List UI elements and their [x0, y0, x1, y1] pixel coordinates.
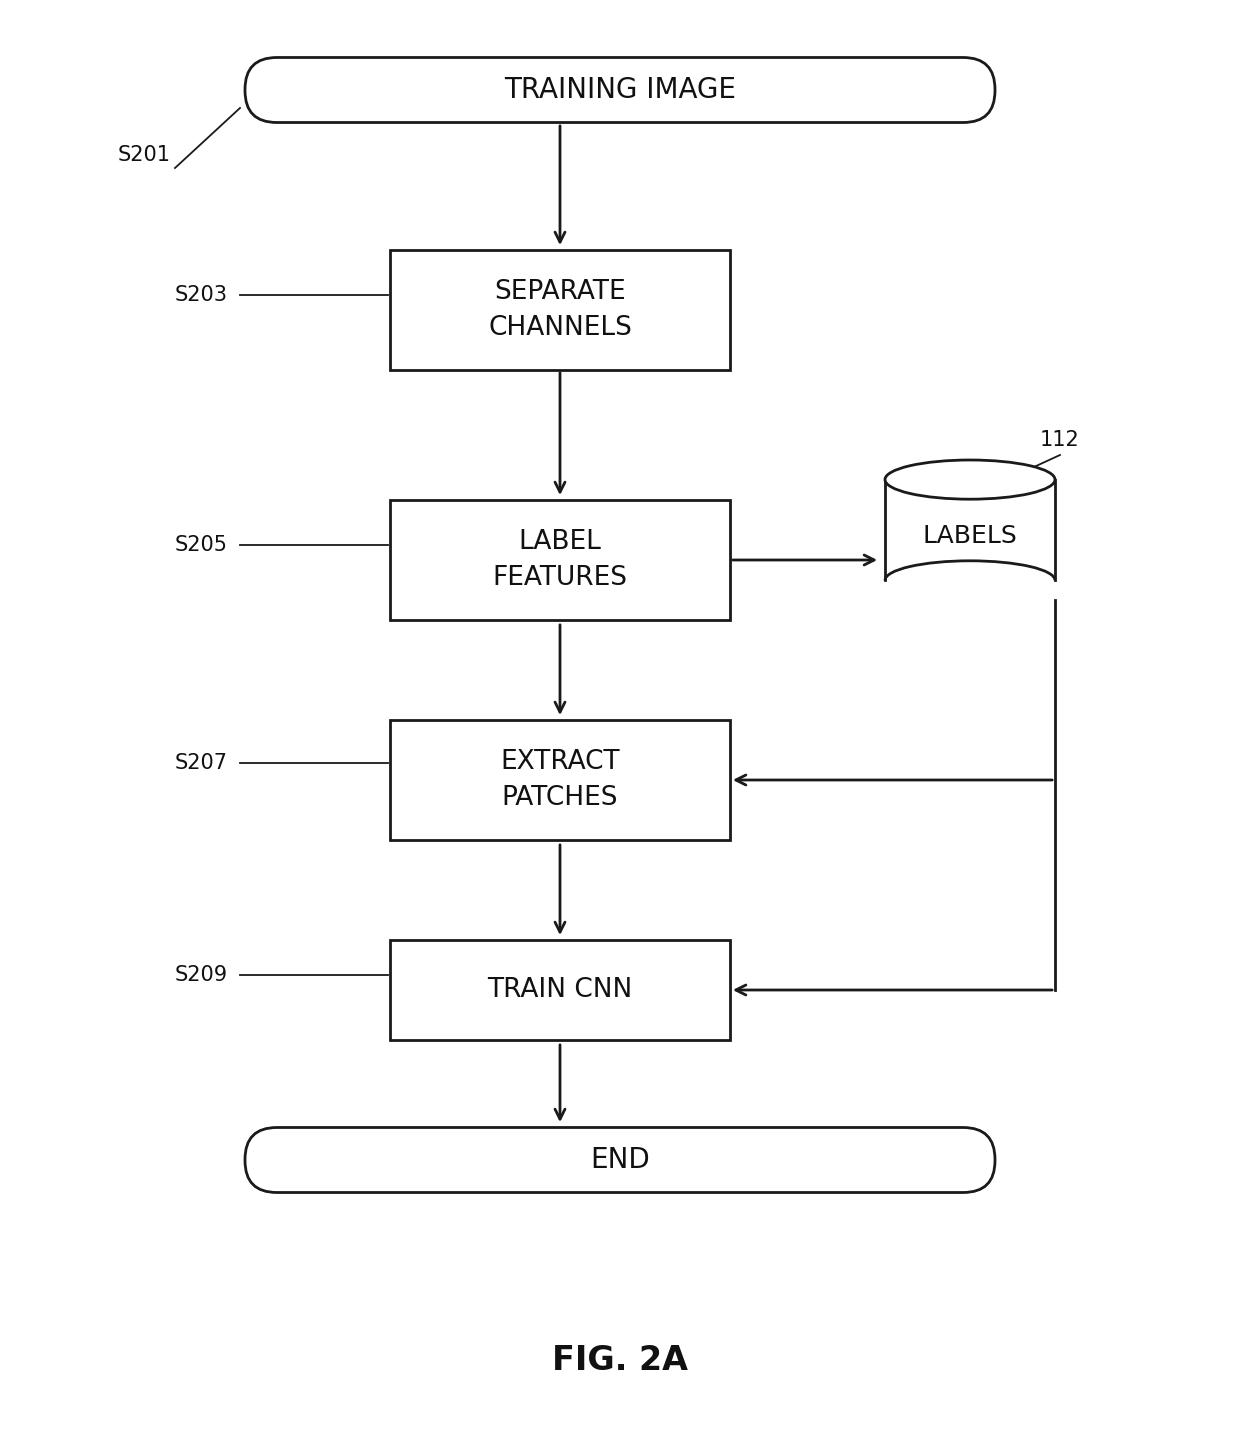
Text: END: END: [590, 1146, 650, 1174]
FancyBboxPatch shape: [391, 720, 730, 840]
Text: SEPARATE
CHANNELS: SEPARATE CHANNELS: [489, 279, 632, 341]
FancyBboxPatch shape: [246, 1127, 994, 1193]
Text: S209: S209: [175, 965, 228, 985]
Text: LABEL
FEATURES: LABEL FEATURES: [492, 530, 627, 591]
Text: EXTRACT
PATCHES: EXTRACT PATCHES: [500, 749, 620, 811]
FancyBboxPatch shape: [885, 480, 1055, 580]
Text: LABELS: LABELS: [923, 524, 1017, 548]
FancyBboxPatch shape: [391, 501, 730, 620]
FancyBboxPatch shape: [391, 250, 730, 370]
Text: S201: S201: [118, 145, 171, 165]
Text: TRAIN CNN: TRAIN CNN: [487, 977, 632, 1003]
FancyBboxPatch shape: [246, 58, 994, 122]
FancyBboxPatch shape: [391, 940, 730, 1040]
Text: FIG. 2A: FIG. 2A: [552, 1344, 688, 1377]
Text: S205: S205: [175, 535, 228, 554]
Text: TRAINING IMAGE: TRAINING IMAGE: [503, 75, 737, 104]
Ellipse shape: [885, 460, 1055, 499]
Text: 112: 112: [1040, 429, 1080, 450]
Text: S207: S207: [175, 753, 228, 773]
Text: S203: S203: [175, 284, 228, 305]
